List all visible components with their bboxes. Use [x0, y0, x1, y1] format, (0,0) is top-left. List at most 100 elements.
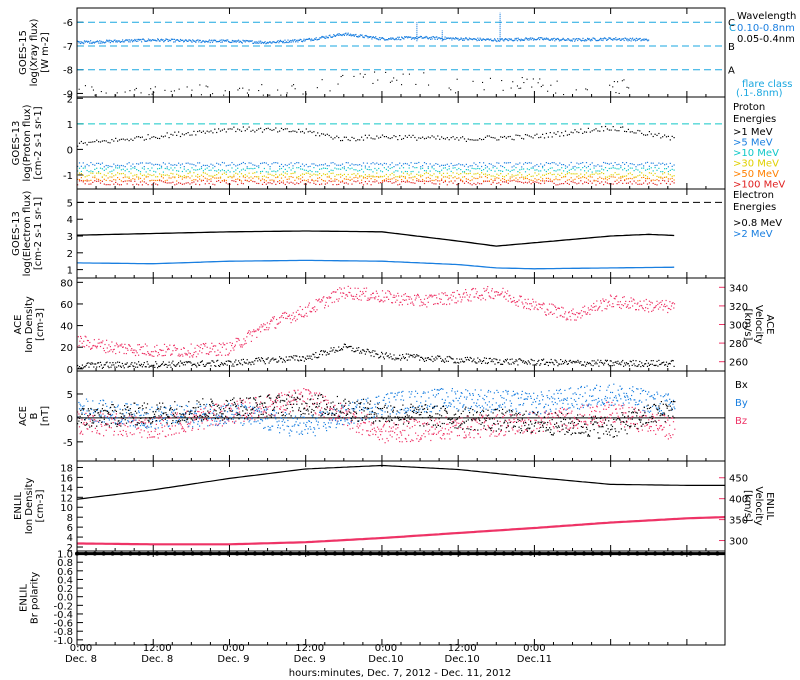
- proton-series-2-point: [151, 167, 153, 169]
- proton-series-4-point: [216, 177, 218, 179]
- proton-series-0-point: [439, 138, 441, 140]
- proton-series-1-point: [492, 165, 494, 167]
- ace-b-series-2-point: [498, 433, 500, 435]
- ace-b-series-2-point: [263, 410, 265, 412]
- ace-b-series-2-point: [250, 418, 252, 420]
- proton-series-4-point: [555, 178, 557, 180]
- proton-series-0-point: [656, 134, 658, 136]
- proton-series-0-point: [502, 136, 504, 138]
- proton-series-4-point: [298, 178, 300, 180]
- proton-series-1-point: [460, 164, 462, 166]
- xray-long-series-point: [483, 38, 485, 41]
- ace-density-series-point: [377, 353, 379, 356]
- ace-b-series-2-point: [142, 421, 144, 423]
- proton-series-4-point: [542, 178, 544, 180]
- proton-series-1-point: [524, 162, 527, 164]
- ace-b-series-2-point: [369, 430, 372, 432]
- ace-velocity-series-point: [180, 348, 182, 350]
- proton-series-3-point: [111, 173, 113, 175]
- proton-series-3-point: [326, 173, 328, 175]
- proton-series-4-point: [349, 179, 351, 181]
- ace-b-series-2-point: [111, 418, 113, 420]
- proton-series-4-point: [134, 178, 136, 180]
- ace-density-series-point: [385, 352, 387, 354]
- proton-series-0-point: [244, 130, 246, 132]
- proton-yaxis-tick-label: 0: [67, 145, 73, 156]
- proton-series-1-point: [553, 162, 555, 164]
- proton-series-5-point: [603, 184, 605, 186]
- proton-series-1-point: [321, 164, 323, 166]
- ace-velocity-series-point: [499, 294, 501, 296]
- ace-b-series-2-point: [503, 434, 505, 437]
- proton-series-3-point: [648, 172, 650, 174]
- proton-series-4-point: [597, 178, 599, 180]
- ace-density-series-point: [430, 359, 432, 361]
- ace-b-series-2-point: [119, 430, 121, 432]
- xray-long-series-point: [640, 40, 642, 42]
- xray-long-series-point: [574, 39, 576, 41]
- xray-long-series-point: [444, 36, 446, 38]
- xray-long-series-point: [271, 42, 273, 44]
- ace-b-series-2-point: [371, 422, 373, 424]
- proton-series-1-point: [204, 164, 206, 167]
- proton-series-2-point: [174, 167, 176, 169]
- ace-b-series-2-point: [99, 412, 102, 414]
- ace-velocity-series-point: [229, 342, 231, 344]
- ace-velocity-series-point: [340, 292, 342, 294]
- proton-series-4-point: [601, 177, 603, 179]
- ace-velocity-series-point: [256, 328, 259, 330]
- ace-b-series-2-point: [446, 433, 448, 435]
- ace-velocity-series-point: [366, 299, 368, 301]
- ace-b-series-2-point: [468, 434, 470, 436]
- proton-series-2-point: [235, 169, 237, 171]
- ace-density-series-point: [270, 359, 272, 361]
- xray-long-series-point: [96, 41, 98, 43]
- ace-density-series-point: [449, 356, 451, 358]
- proton-series-2-point: [521, 168, 523, 170]
- ace-velocity-series-point: [83, 340, 85, 342]
- ace-density-series-point: [403, 357, 406, 360]
- proton-series-5-point: [370, 184, 372, 186]
- proton-series-4-point: [155, 179, 157, 182]
- xray-short-point: [191, 89, 193, 91]
- proton-series-1-point: [547, 162, 549, 164]
- xray-long-series-point: [554, 40, 556, 42]
- proton-series-0-point: [130, 138, 132, 140]
- xray-long-series-point: [490, 38, 492, 40]
- ace-b-series-2-point: [101, 425, 103, 427]
- ace-density-series-point: [552, 362, 554, 364]
- ace-b-series-2-point: [89, 414, 91, 416]
- ace-density-series-point: [605, 360, 608, 362]
- ace-density-series-point: [654, 364, 656, 367]
- proton-series-1-point: [646, 161, 649, 163]
- ace-velocity-series-point: [155, 351, 157, 353]
- proton-series-5-point: [381, 181, 384, 183]
- ace-velocity-series-point: [469, 294, 471, 296]
- proton-series-3-point: [618, 173, 620, 175]
- ace-velocity-series-point: [331, 301, 333, 304]
- proton-series-1-point: [591, 162, 593, 164]
- ace-density-series-point: [483, 357, 486, 359]
- proton-series-5-point: [347, 183, 349, 185]
- xray-long-series-point: [195, 40, 198, 42]
- proton-series-5-point: [410, 182, 412, 184]
- ace-b-series-2-point: [488, 426, 490, 428]
- xray-long-series-point: [226, 39, 228, 41]
- ace-b-series-2-point: [139, 421, 142, 423]
- ace-density-series-point: [198, 364, 200, 366]
- ace-density-series-point: [554, 359, 556, 361]
- xray-long-series-point: [580, 40, 583, 42]
- proton-series-4-point: [401, 179, 403, 181]
- proton-series-0-point: [122, 138, 124, 140]
- ace-velocity-series-point: [477, 296, 479, 299]
- proton-series-5-point: [397, 184, 399, 186]
- xray-long-series-point: [103, 42, 105, 44]
- proton-series-0-point: [111, 139, 113, 141]
- ace-velocity-series-point: [523, 307, 525, 309]
- xray-long-series-point: [112, 41, 114, 43]
- ace-b-series-2-point: [350, 422, 352, 424]
- proton-series-0-point: [366, 137, 368, 139]
- ace-b-series-2-point: [189, 423, 191, 425]
- proton-series-3-point: [170, 172, 172, 174]
- ace-density-series-point: [400, 359, 402, 361]
